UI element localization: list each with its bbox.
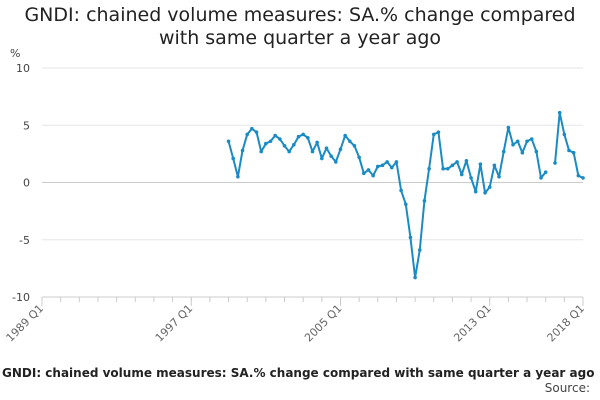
data-point: [352, 144, 357, 148]
data-point: [250, 126, 254, 131]
data-point: [511, 142, 515, 147]
x-tick-label: 2013 Q1: [451, 302, 494, 345]
data-point: [254, 130, 259, 134]
data-point: [292, 142, 296, 147]
data-point: [343, 133, 347, 138]
data-point: [543, 170, 548, 174]
data-point: [357, 155, 361, 160]
data-point: [464, 158, 469, 163]
data-point: [525, 139, 529, 144]
data-point: [338, 147, 343, 152]
data-point: [362, 171, 366, 176]
series-line: [227, 111, 584, 279]
data-point: [529, 137, 534, 141]
data-point: [385, 160, 389, 164]
y-tick-label: -5: [19, 234, 30, 247]
data-point: [567, 148, 571, 153]
data-point: [562, 132, 567, 137]
x-tick-label: 1997 Q1: [153, 302, 196, 345]
data-point: [478, 162, 483, 166]
data-point: [348, 139, 352, 144]
y-tick-label: 5: [23, 119, 30, 132]
data-point: [380, 163, 385, 168]
source-label: Source:: [544, 381, 590, 395]
data-point: [483, 191, 487, 195]
chart-title-line-2: with same quarter a year ago: [158, 27, 442, 49]
chart-title: GNDI: chained volume measures: SA.% chan…: [0, 4, 600, 50]
axes: 10 5 0 -5 -10% 1989 Q1 1997 Q1 2005 Q1 2013 Q1 20…: [4, 47, 588, 344]
data-point: [455, 160, 459, 164]
data-point: [501, 149, 506, 154]
data-point: [320, 156, 324, 161]
data-point: [459, 172, 464, 177]
data-point: [389, 165, 394, 170]
data-point: [427, 166, 431, 171]
data-point: [315, 140, 319, 145]
gridlines: [42, 67, 583, 298]
data-point: [231, 156, 236, 161]
data-point: [469, 176, 473, 180]
data-point: [264, 141, 268, 146]
data-point: [301, 132, 305, 137]
data-point: [394, 160, 399, 164]
data-point: [226, 139, 231, 144]
x-tick-label: 2018 Q1: [545, 302, 588, 345]
y-tick-label: -10: [12, 291, 30, 304]
data-point: [287, 149, 291, 154]
data-point: [310, 149, 315, 154]
data-point: [422, 199, 427, 203]
data-point: [492, 163, 497, 168]
data-point: [240, 148, 245, 153]
data-point: [436, 130, 441, 134]
data-point: [417, 248, 422, 252]
data-point: [557, 110, 562, 115]
data-point: [431, 132, 436, 137]
data-point: [306, 136, 310, 140]
data-point: [441, 166, 445, 171]
data-point: [553, 161, 557, 165]
data-point: [473, 189, 478, 194]
data-point: [278, 137, 282, 141]
y-tick-label: 0: [23, 177, 30, 190]
data-point: [324, 146, 329, 150]
data-point: [571, 150, 576, 155]
data-point: [371, 173, 375, 178]
data-point: [259, 149, 264, 154]
series: [226, 110, 585, 280]
data-point: [515, 139, 520, 144]
legend-caption: GNDI: chained volume measures: SA.% chan…: [2, 366, 595, 380]
data-point: [245, 132, 250, 137]
data-point: [445, 166, 450, 171]
data-point: [450, 163, 455, 168]
data-point: [399, 188, 403, 193]
data-point: [273, 133, 277, 138]
x-tick-label: 2005 Q1: [302, 302, 345, 345]
data-point: [366, 168, 371, 172]
data-point: [520, 150, 525, 155]
data-point: [334, 160, 338, 164]
data-point: [375, 164, 380, 169]
data-point: [413, 275, 417, 280]
y-tick-label: 10: [16, 62, 30, 75]
data-point: [403, 202, 408, 207]
x-tick-label: 1989 Q1: [4, 302, 47, 345]
data-point: [539, 176, 543, 180]
y-axis-label: %: [10, 47, 20, 60]
data-point: [282, 144, 287, 148]
data-point: [329, 154, 333, 158]
data-point: [296, 134, 301, 139]
data-point: [268, 139, 273, 144]
chart-title-line-1: GNDI: chained volume measures: SA.% chan…: [24, 4, 576, 26]
data-point: [236, 174, 240, 179]
data-point: [534, 149, 539, 154]
data-point: [576, 173, 581, 178]
data-point: [581, 176, 585, 180]
data-point: [497, 174, 501, 179]
data-point: [487, 185, 492, 189]
data-point: [408, 235, 413, 240]
data-point: [506, 125, 511, 130]
